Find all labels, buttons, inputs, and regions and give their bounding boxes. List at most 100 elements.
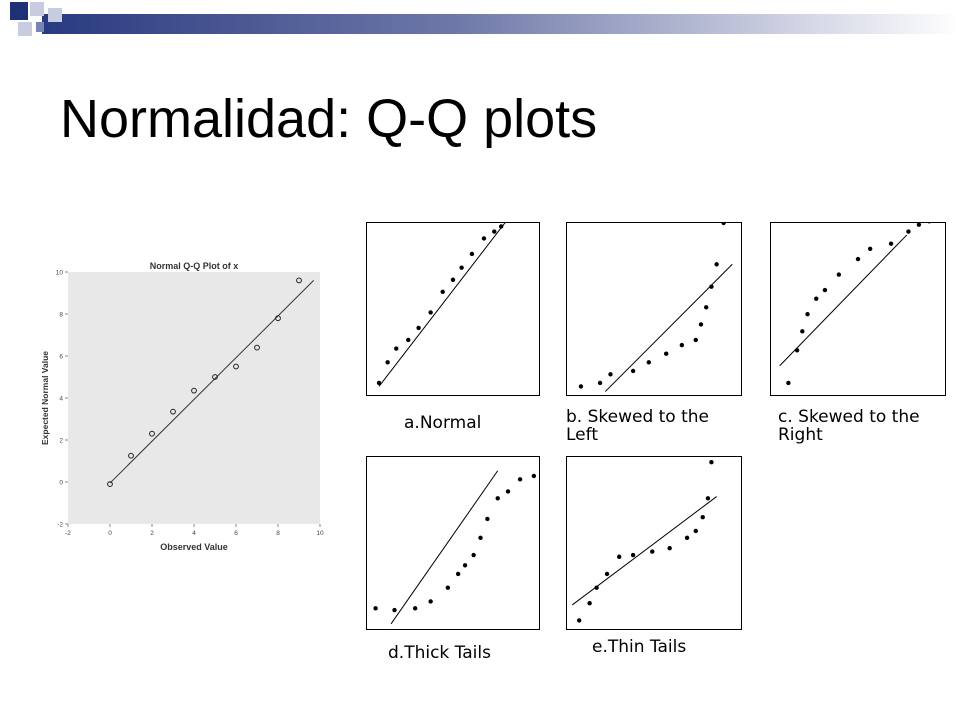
data-point [786, 380, 791, 386]
data-point [440, 289, 445, 294]
x-tick-label: 2 [150, 530, 154, 537]
data-point [597, 380, 603, 386]
y-axis-label: Expected Normal Value [40, 351, 50, 445]
caption-thick-tails: d.Thick Tails [388, 643, 491, 663]
data-point [667, 545, 672, 551]
caption-thin-tails: e.Thin Tails [592, 637, 687, 657]
data-point [705, 496, 711, 501]
plot-background [68, 272, 320, 524]
data-point [630, 552, 636, 558]
data-point [916, 223, 922, 227]
data-point [888, 241, 894, 246]
data-point [822, 287, 828, 293]
data-point [471, 552, 476, 558]
panel-normal [366, 222, 540, 396]
x-tick-label: 0 [108, 530, 112, 537]
data-point [450, 277, 456, 282]
y-tick-label: -2 [57, 522, 63, 529]
caption-skewed-right-text: c. Skewed to the Right [778, 407, 920, 445]
data-point [693, 528, 698, 534]
data-point [836, 272, 842, 277]
data-point [392, 607, 397, 613]
reference-line [109, 280, 315, 484]
data-point [608, 372, 613, 377]
data-point [709, 284, 714, 289]
panel-skewed-left-plot [578, 223, 733, 392]
data-point [867, 246, 873, 251]
caption-skewed-left: b. Skewed to the Left [566, 408, 736, 444]
data-point [406, 337, 411, 343]
panel-thin-tails [566, 456, 742, 630]
reference-line [571, 496, 717, 606]
data-point [794, 348, 800, 353]
y-tick-label: 8 [59, 312, 63, 319]
y-tick-label: 10 [56, 270, 64, 277]
data-point [296, 277, 302, 284]
x-tick-label: 10 [316, 530, 324, 537]
data-point [630, 368, 636, 374]
data-point [485, 516, 490, 522]
data-point [617, 554, 622, 559]
x-tick-label: 8 [276, 530, 280, 537]
data-point [428, 599, 433, 604]
data-point [587, 601, 592, 606]
reference-line [390, 470, 499, 625]
data-point [481, 236, 487, 241]
panel-skewed-right [770, 222, 946, 396]
data-point [495, 496, 500, 501]
data-point [800, 329, 805, 334]
main-qq-plot: Normal Q-Q Plot of x -2 0 2 4 6 8 10 -2 0 2 4 6 8 10… [36, 258, 340, 556]
data-point [462, 563, 468, 568]
data-point [906, 229, 911, 234]
panel-skewed-right-plot [779, 223, 931, 386]
data-point [455, 571, 461, 577]
data-point [594, 585, 599, 590]
data-point [721, 223, 726, 226]
data-point [714, 262, 719, 267]
caption-skewed-right: c. Skewed to the Right [778, 408, 938, 444]
chart-title: Normal Q-Q Plot of x [150, 261, 239, 271]
data-point [275, 315, 281, 322]
y-tick-label: 2 [59, 438, 63, 445]
data-point [254, 344, 260, 351]
reference-line [779, 234, 908, 367]
data-point [604, 571, 610, 577]
slide-title: Normalidad: Q-Q plots [60, 89, 598, 149]
data-point [428, 310, 433, 315]
panel-thick-tails-plot [373, 470, 537, 625]
data-point [445, 585, 451, 590]
reference-line [604, 263, 733, 392]
x-tick-label: 4 [192, 530, 196, 537]
data-point [170, 408, 176, 415]
data-point [505, 489, 511, 494]
data-point [478, 535, 483, 541]
data-point [412, 606, 418, 611]
panel-normal-plot [376, 223, 506, 387]
data-point [498, 224, 504, 229]
data-point [517, 477, 523, 482]
data-point [212, 374, 218, 380]
data-point [684, 535, 690, 541]
data-point [128, 452, 134, 459]
data-point [469, 251, 475, 257]
data-point [855, 256, 861, 262]
data-point [646, 360, 651, 365]
y-tick-label: 6 [59, 354, 63, 361]
header-decoration [10, 2, 960, 36]
data-point [376, 380, 382, 386]
data-point [805, 311, 810, 317]
caption-skewed-left-text: b. Skewed to the Left [566, 407, 710, 445]
data-point [233, 363, 239, 370]
panel-skewed-left [566, 222, 742, 396]
data-point [385, 360, 390, 365]
panel-thick-tails [366, 456, 540, 630]
data-point [107, 481, 113, 488]
reference-line [378, 223, 506, 387]
data-point [394, 346, 399, 351]
x-tick-label: -2 [65, 530, 71, 537]
y-tick-label: 0 [59, 480, 63, 487]
data-point [492, 229, 497, 234]
data-point [663, 351, 669, 356]
data-point [373, 606, 378, 611]
data-point [698, 322, 704, 327]
